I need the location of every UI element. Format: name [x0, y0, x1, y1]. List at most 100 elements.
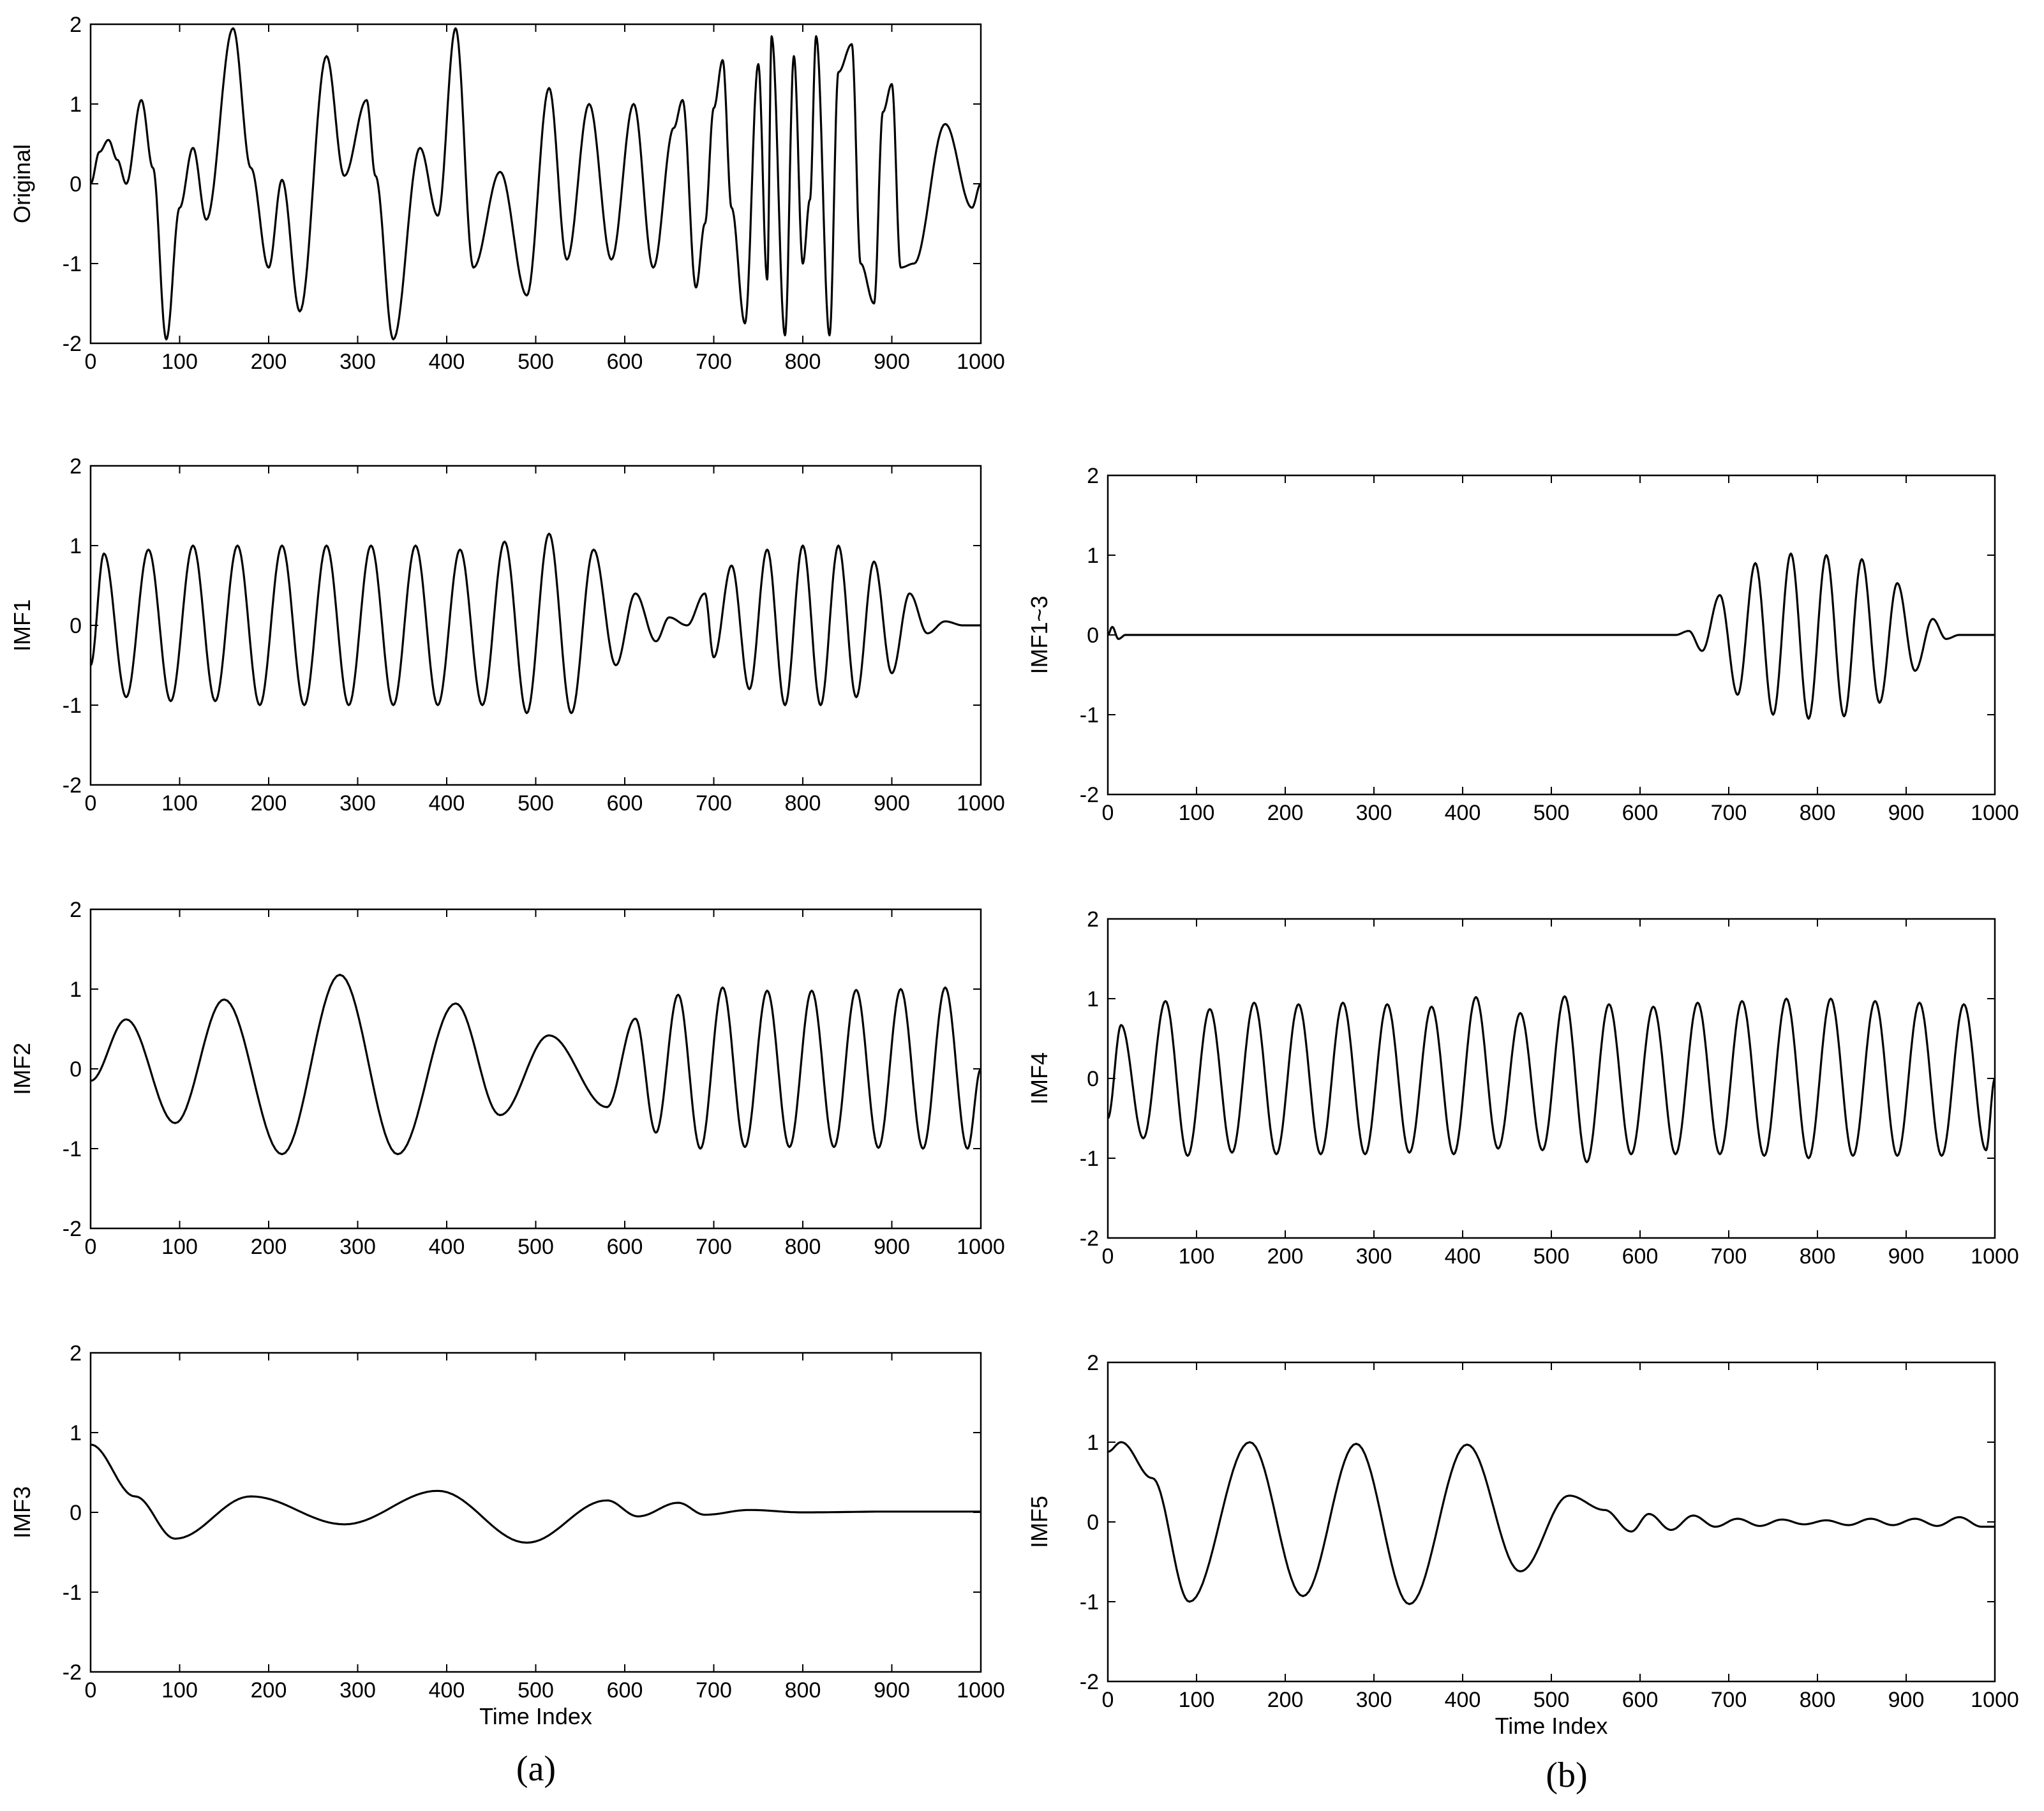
caption-b: (b)	[1546, 1755, 1587, 1795]
y-tick-label: -2	[1080, 1226, 1099, 1251]
x-tick-label: 200	[1267, 801, 1304, 825]
y-tick-label: -2	[63, 773, 82, 798]
y-tick-label: 0	[70, 1501, 82, 1525]
x-tick-label: 300	[339, 350, 376, 374]
y-tick-label: 1	[70, 1421, 82, 1445]
x-tick-label: 1000	[1971, 1688, 2019, 1712]
x-tick-label: 400	[429, 791, 465, 816]
y-tick-label: 0	[70, 614, 82, 638]
x-tick-label: 900	[1888, 801, 1925, 825]
x-tick-label: 0	[1102, 1688, 1114, 1712]
x-tick-label: 500	[518, 791, 554, 816]
x-tick-label: 600	[607, 1678, 643, 1703]
x-tick-label: 300	[1356, 1688, 1392, 1712]
y-tick-label: -2	[63, 1660, 82, 1685]
chart-imf2: 0 100 200 300 400 500 600 700 800 900 1000 -2 -1 0 1 2 I…	[9, 898, 1005, 1259]
x-tick-label: 100	[161, 1235, 198, 1259]
y-tick-label: -1	[1080, 1147, 1099, 1171]
y-tick-label: -2	[63, 1217, 82, 1241]
y-tick-label: 0	[1087, 623, 1099, 648]
series-line-original	[90, 27, 981, 341]
x-tick-label: 0	[1102, 1244, 1114, 1269]
x-tick-label: 1000	[1971, 801, 2019, 825]
x-tick-label: 700	[696, 1235, 732, 1259]
x-tick-label: 800	[785, 1678, 821, 1703]
x-tick-label: 800	[1800, 801, 1836, 825]
x-tick-label: 500	[1533, 1244, 1570, 1269]
x-tick-label: 100	[1179, 1688, 1215, 1712]
x-tick-label: 500	[518, 1235, 554, 1259]
x-tick-label: 500	[1533, 801, 1570, 825]
y-tick-label: -1	[63, 1137, 82, 1161]
y-axis-label: Original	[9, 144, 35, 223]
x-tick-label: 100	[161, 350, 198, 374]
x-tick-label: 200	[251, 1235, 287, 1259]
x-tick-label: 1000	[957, 791, 1005, 816]
x-tick-label: 600	[1622, 1244, 1659, 1269]
y-axis-label: IMF1~3	[1026, 595, 1052, 674]
x-tick-label: 600	[607, 1235, 643, 1259]
x-tick-label: 800	[1800, 1688, 1836, 1712]
y-tick-label: -1	[1080, 703, 1099, 727]
x-tick-label: 900	[1888, 1688, 1925, 1712]
y-tick-label: -1	[1080, 1590, 1099, 1614]
x-tick-label: 800	[785, 350, 821, 374]
panels-container: 0 100 200 300 400 500 600 700 800 900 1000-2-1012O…	[9, 13, 2019, 1739]
y-tick-label: 0	[1087, 1510, 1099, 1535]
x-tick-label: 500	[518, 350, 554, 374]
y-axis-label: IMF4	[1026, 1052, 1052, 1105]
caption-a: (a)	[516, 1749, 556, 1789]
x-tick-label: 300	[339, 1235, 376, 1259]
y-axis-label: IMF2	[9, 1043, 35, 1095]
x-tick-label: 400	[429, 1235, 465, 1259]
x-tick-label: 600	[607, 791, 643, 816]
series-line-imf4	[1107, 995, 1996, 1163]
x-tick-label: 100	[161, 1678, 198, 1703]
y-tick-label: 2	[1087, 1351, 1099, 1375]
x-tick-label: 700	[1711, 1244, 1747, 1269]
y-tick-label: 2	[1087, 907, 1099, 932]
x-tick-label: 700	[1711, 801, 1747, 825]
x-tick-label: 0	[85, 350, 97, 374]
chart-imf5: 0 100 200 300 400 500 600 700 800 900 1000 -2 -1 0 1 2 I…	[1026, 1351, 2019, 1739]
x-tick-label: 800	[785, 1235, 821, 1259]
x-tick-label: 800	[785, 791, 821, 816]
y-tick-label: -1	[63, 694, 82, 718]
x-tick-label: 300	[1356, 1244, 1392, 1269]
y-tick-label: 2	[70, 898, 82, 922]
x-tick-label: 200	[1267, 1244, 1304, 1269]
y-tick-label: 1	[1087, 1431, 1099, 1455]
y-tick-label: 1	[70, 534, 82, 558]
x-tick-label: 100	[161, 791, 198, 816]
x-tick-label: 200	[251, 350, 287, 374]
x-tick-label: 600	[607, 350, 643, 374]
y-tick-label: -2	[63, 332, 82, 356]
y-tick-label: 0	[70, 172, 82, 197]
x-tick-label: 600	[1622, 801, 1659, 825]
x-tick-label: 700	[696, 791, 732, 816]
series-line-imf3	[90, 1443, 981, 1544]
x-tick-label: 400	[429, 350, 465, 374]
x-tick-label: 200	[251, 791, 287, 816]
x-tick-label: 1000	[957, 1678, 1005, 1703]
plot-frame	[89, 908, 982, 1230]
y-tick-label: -2	[1080, 1670, 1099, 1694]
y-tick-label: 1	[1087, 544, 1099, 568]
x-tick-label: 0	[85, 791, 97, 816]
x-axis-label: Time Index	[1495, 1713, 1608, 1739]
x-tick-label: 0	[85, 1235, 97, 1259]
x-tick-label: 600	[1622, 1688, 1659, 1712]
x-tick-label: 0	[85, 1678, 97, 1703]
x-tick-label: 300	[339, 1678, 376, 1703]
x-tick-label: 300	[339, 791, 376, 816]
y-tick-label: 1	[70, 93, 82, 117]
x-tick-label: 700	[1711, 1688, 1747, 1712]
y-tick-label: 1	[1087, 987, 1099, 1011]
y-axis-label: IMF3	[9, 1486, 35, 1539]
y-tick-label: -2	[1080, 783, 1099, 807]
x-tick-label: 1000	[957, 350, 1005, 374]
y-axis-label: IMF1	[9, 599, 35, 652]
chart-imf1: 0 100 200 300 400 500 600 700 800 900 1000 -2 -1 0 1 2 I…	[9, 454, 1005, 816]
x-tick-label: 400	[1445, 1688, 1481, 1712]
